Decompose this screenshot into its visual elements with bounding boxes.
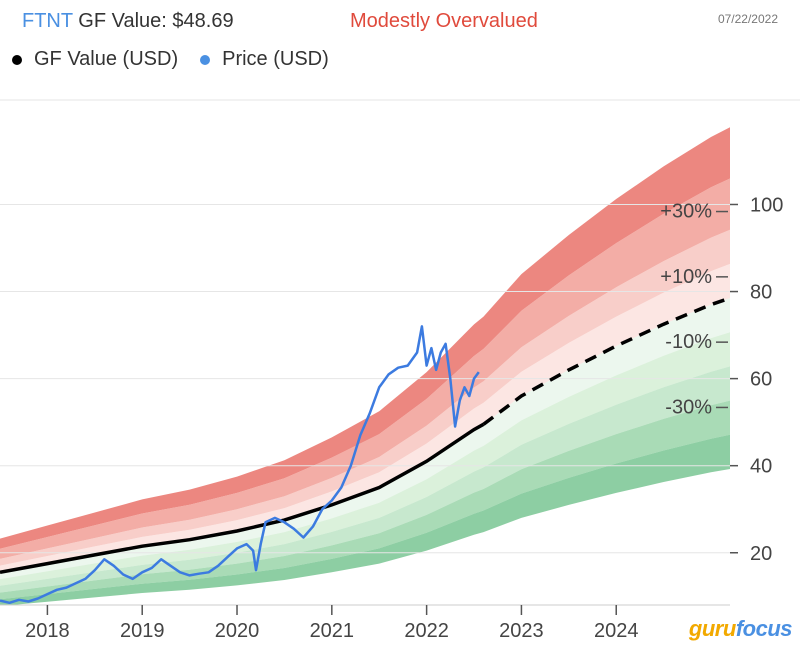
chart-title: FTNT GF Value: $48.69 xyxy=(22,10,234,33)
band-label-3: -30% xyxy=(665,396,712,418)
x-tick-label-2019: 2019 xyxy=(120,620,165,642)
gf-value-line xyxy=(0,422,485,575)
band-label-0: +30% xyxy=(660,201,712,223)
x-tick-label-2022: 2022 xyxy=(404,620,449,642)
band-label-2: -10% xyxy=(665,331,712,353)
gf-value-dot-icon xyxy=(12,54,22,65)
gf-value-label: GF Value: $48.69 xyxy=(78,10,234,32)
x-tick-label-2018: 2018 xyxy=(25,620,70,642)
x-tick-label-2024: 2024 xyxy=(594,620,639,642)
y-tick-label-20: 20 xyxy=(750,543,772,565)
x-tick-label-2020: 2020 xyxy=(215,620,260,642)
valuation-status: Modestly Overvalued xyxy=(350,10,538,32)
y-tick-label-40: 40 xyxy=(750,456,772,478)
y-tick-label-80: 80 xyxy=(750,282,772,304)
chart-labels: 20 40 60 80 100 2018 2019 2020 2021 2022 2023 2024 +… xyxy=(25,194,783,642)
ticker-link[interactable]: FTNT xyxy=(22,10,73,32)
chart-header: FTNT GF Value: $48.69 Modestly Overvalue… xyxy=(0,0,800,100)
legend-item-price[interactable]: Price (USD) xyxy=(200,48,329,71)
chart-legend: GF Value (USD) Price (USD) xyxy=(12,48,351,71)
gf-value-projection-line xyxy=(482,296,730,426)
x-tick-label-2021: 2021 xyxy=(310,620,355,642)
legend-label-price: Price (USD) xyxy=(222,48,329,70)
price-dot-icon xyxy=(200,54,211,65)
gurufocus-logo: gurufocus xyxy=(688,616,793,641)
legend-label-gf-value: GF Value (USD) xyxy=(34,48,179,70)
y-tick-label-100: 100 xyxy=(750,194,783,216)
chart-grid xyxy=(0,99,800,615)
y-tick-label-60: 60 xyxy=(750,369,772,391)
chart-lines xyxy=(0,296,730,605)
price-line xyxy=(0,325,480,605)
legend-item-gf-value[interactable]: GF Value (USD) xyxy=(12,48,178,71)
as-of-date: 07/22/2022 xyxy=(717,12,778,26)
band-label-1: +10% xyxy=(660,266,712,288)
x-tick-label-2023: 2023 xyxy=(499,620,544,642)
valuation-bands xyxy=(0,127,730,605)
